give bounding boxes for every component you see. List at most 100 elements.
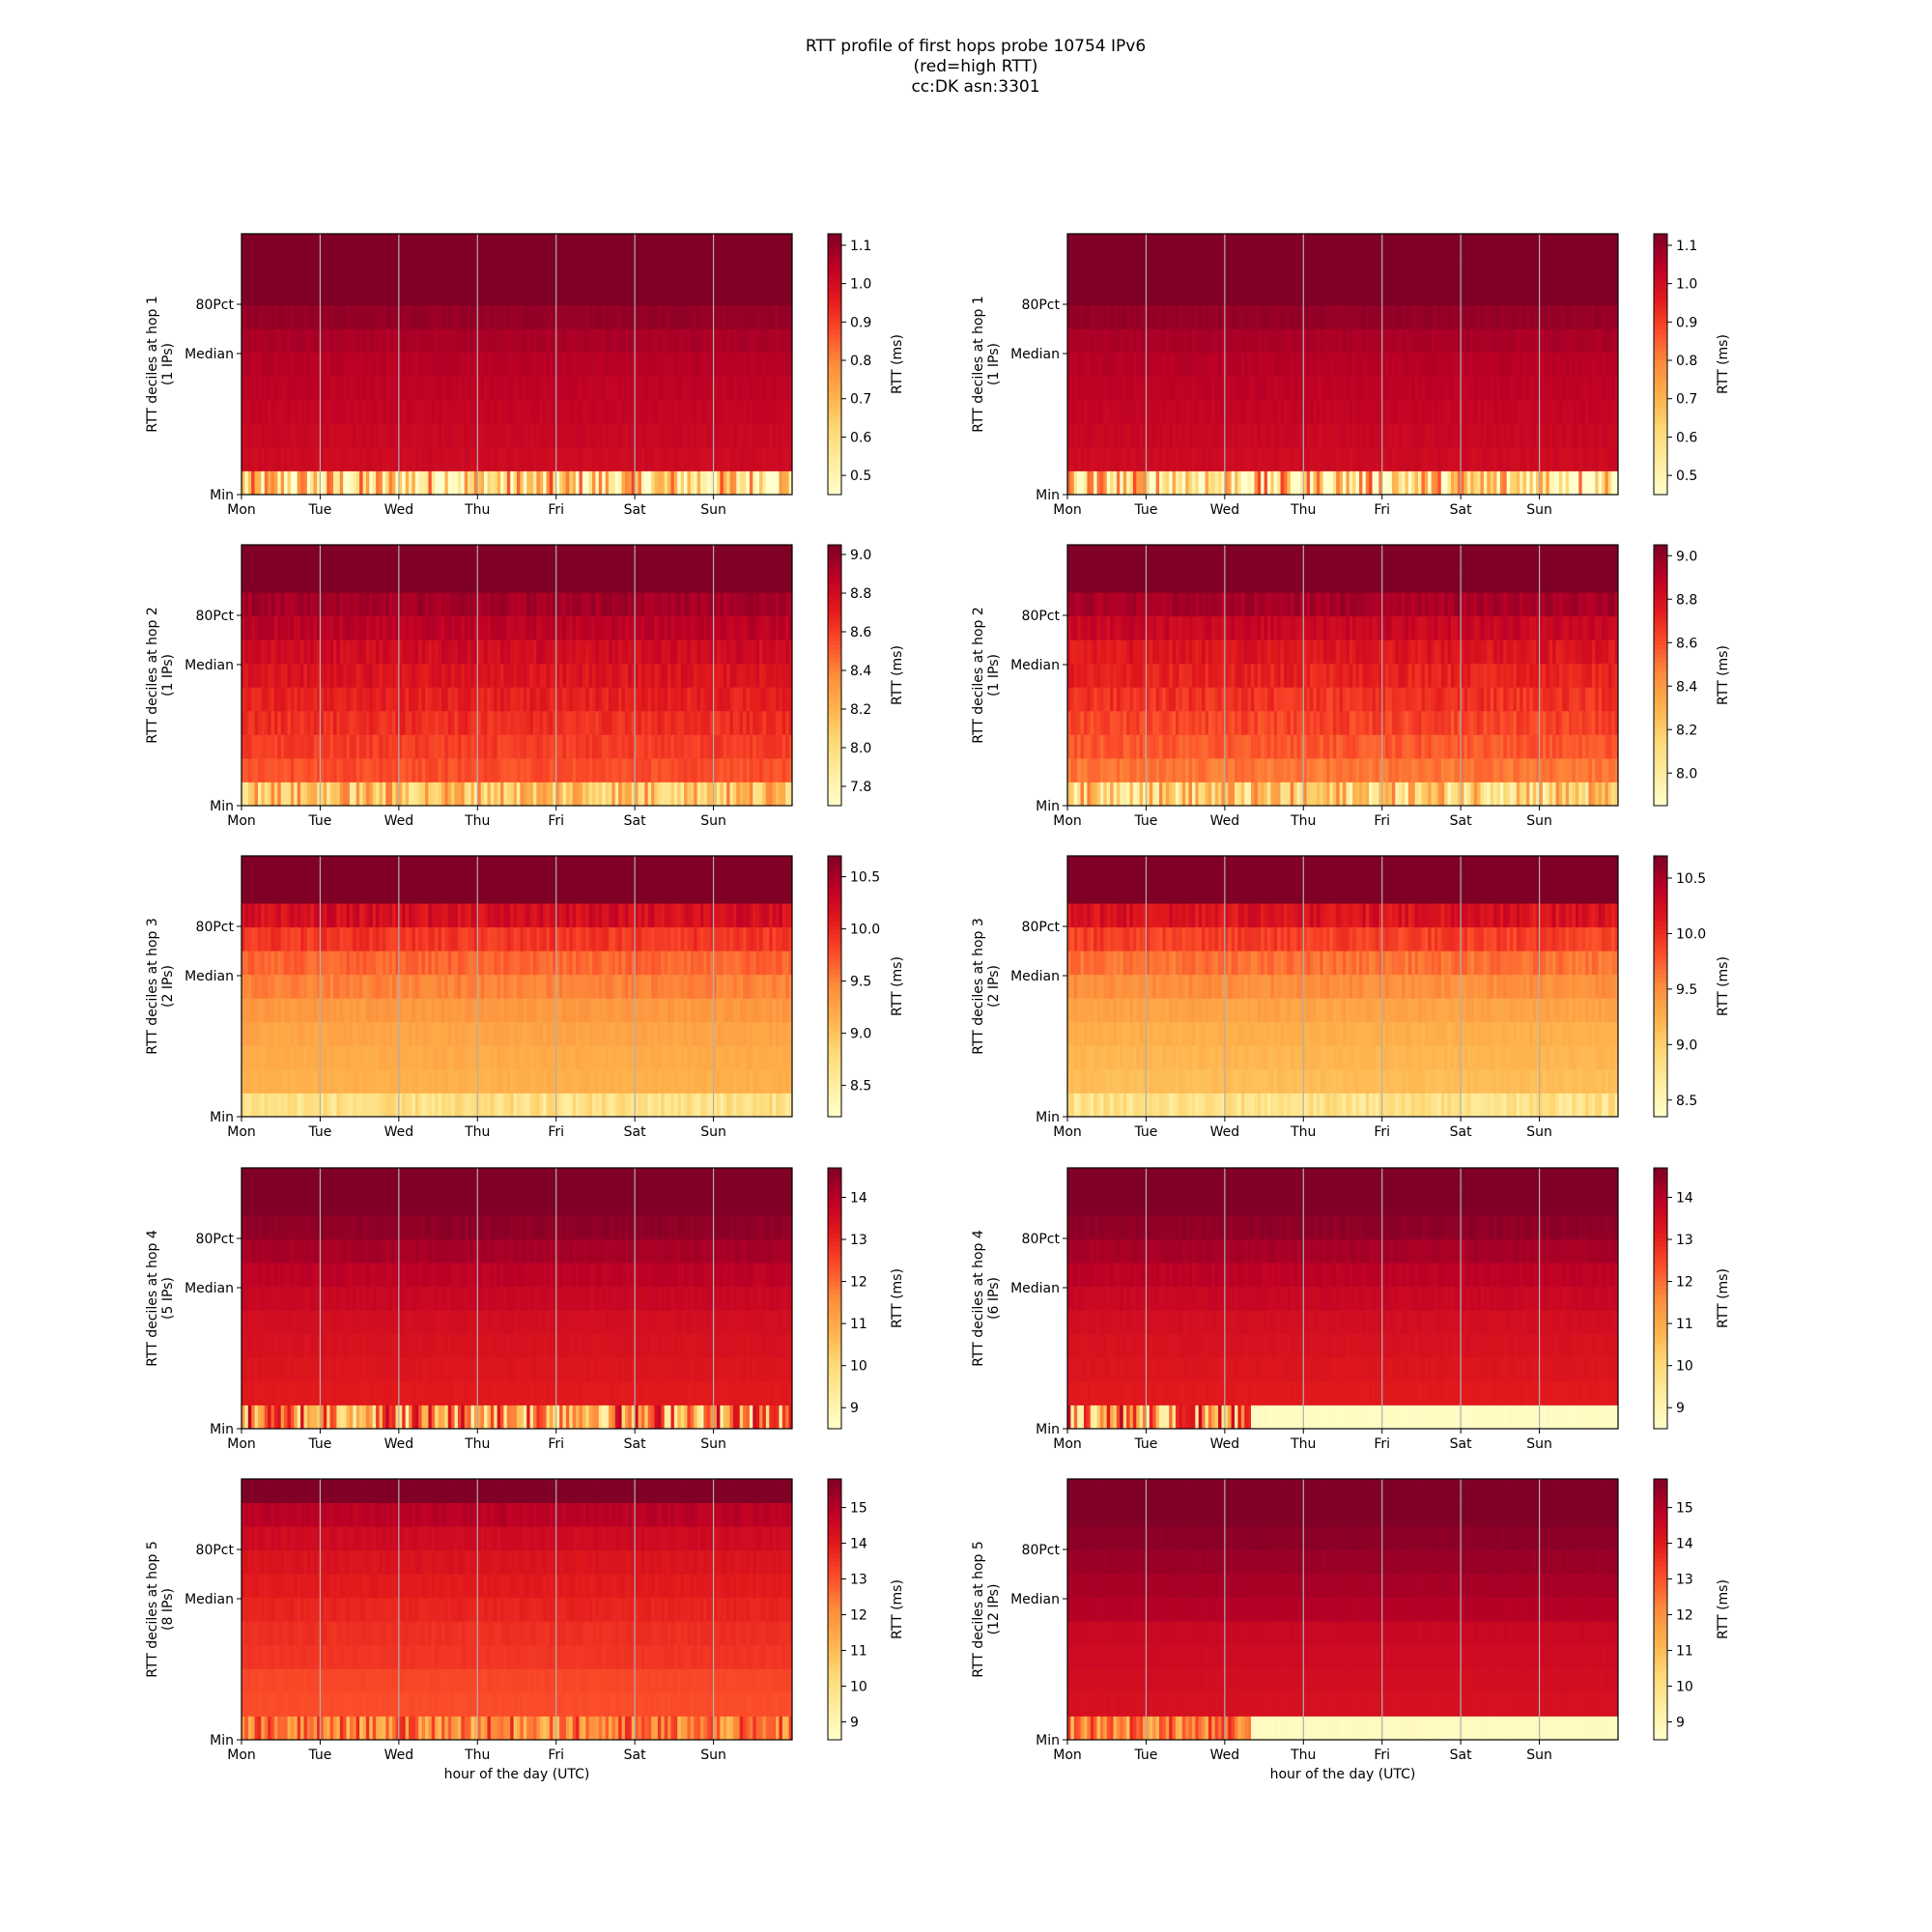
heatmap-cell xyxy=(1399,353,1403,377)
heatmap-cell xyxy=(385,734,389,758)
heatmap-cell xyxy=(487,447,491,471)
heatmap-cell xyxy=(494,305,497,329)
heatmap-cell xyxy=(514,470,518,495)
heatmap-cell xyxy=(720,687,724,711)
heatmap-cell xyxy=(526,781,530,806)
heatmap-cell xyxy=(1336,328,1340,353)
heatmap-cell xyxy=(579,470,582,495)
heatmap-cell xyxy=(343,664,347,688)
heatmap-cell xyxy=(1261,353,1264,377)
heatmap-cell xyxy=(455,734,459,758)
heatmap-cell xyxy=(491,734,495,758)
heatmap-cell xyxy=(369,758,373,782)
heatmap-cell xyxy=(359,353,363,377)
heatmap-cell xyxy=(1529,258,1533,282)
heatmap-cell xyxy=(1097,234,1101,258)
heatmap-cell xyxy=(726,305,730,329)
heatmap-cell xyxy=(785,353,789,377)
heatmap-cell xyxy=(284,758,288,782)
heatmap-cell xyxy=(641,664,645,688)
heatmap-cell xyxy=(773,781,777,806)
colorbar-segment xyxy=(1654,329,1667,334)
heatmap-cell xyxy=(258,758,262,782)
heatmap-cell xyxy=(481,234,485,258)
heatmap-cell xyxy=(491,711,495,735)
heatmap-cell xyxy=(484,328,488,353)
heatmap-cell xyxy=(448,281,452,305)
heatmap-cell xyxy=(599,234,603,258)
heatmap-cell xyxy=(536,258,540,282)
heatmap-cell xyxy=(1588,470,1592,495)
heatmap-cell xyxy=(1477,258,1481,282)
heatmap-cell xyxy=(1588,281,1592,305)
heatmap-cell xyxy=(524,328,527,353)
heatmap-cell xyxy=(1270,353,1274,377)
heatmap-cell xyxy=(615,687,619,711)
heatmap-cell xyxy=(1517,281,1520,305)
heatmap-cell xyxy=(385,687,389,711)
heatmap-cell xyxy=(1320,258,1323,282)
heatmap-cell xyxy=(641,447,645,471)
heatmap-cell xyxy=(589,447,593,471)
heatmap-cell xyxy=(406,711,410,735)
heatmap-cell xyxy=(1356,328,1360,353)
heatmap-cell xyxy=(1206,305,1209,329)
heatmap-cell xyxy=(726,758,730,782)
colorbar-segment xyxy=(828,312,841,317)
heatmap-cell xyxy=(1425,447,1429,471)
heatmap-cell xyxy=(451,664,455,688)
heatmap-cell xyxy=(1566,400,1570,424)
heatmap-cell xyxy=(1425,328,1429,353)
heatmap-cell xyxy=(756,664,760,688)
heatmap-cell xyxy=(1484,234,1488,258)
heatmap-cell xyxy=(422,734,426,758)
heatmap-cell xyxy=(1408,447,1412,471)
heatmap-cell xyxy=(435,711,439,735)
heatmap-cell xyxy=(644,305,648,329)
heatmap-cell xyxy=(265,376,269,400)
heatmap-cell xyxy=(291,305,295,329)
heatmap-cell xyxy=(343,423,347,447)
colorbar-tick-label: 0.9 xyxy=(850,315,871,330)
heatmap-cell xyxy=(1373,328,1377,353)
colorbar-segment xyxy=(828,442,841,447)
heatmap-cell xyxy=(1359,400,1363,424)
heatmap-cell xyxy=(471,353,475,377)
heatmap-cell xyxy=(1415,281,1419,305)
heatmap-cell xyxy=(284,711,288,735)
heatmap-cell xyxy=(1487,281,1491,305)
heatmap-cell xyxy=(376,376,380,400)
heatmap-cell xyxy=(576,258,580,282)
heatmap-cell xyxy=(724,234,727,258)
heatmap-cell xyxy=(1385,400,1389,424)
heatmap-cell xyxy=(1493,376,1497,400)
heatmap-cell xyxy=(526,258,530,282)
heatmap-cell xyxy=(392,639,396,664)
heatmap-cell xyxy=(625,758,629,782)
heatmap-cell xyxy=(733,687,737,711)
heatmap-cell xyxy=(1432,305,1435,329)
heatmap-cell xyxy=(458,423,462,447)
heatmap-cell xyxy=(383,664,386,688)
heatmap-cell xyxy=(573,328,577,353)
heatmap-cell xyxy=(307,258,311,282)
heatmap-cell xyxy=(458,376,462,400)
heatmap-cell xyxy=(1094,353,1097,377)
heatmap-cell xyxy=(1189,400,1193,424)
heatmap-cell xyxy=(563,687,567,711)
heatmap-cell xyxy=(707,423,711,447)
heatmap-cell xyxy=(703,353,707,377)
heatmap-cell xyxy=(1346,400,1350,424)
heatmap-cell xyxy=(1202,447,1206,471)
heatmap-cell xyxy=(461,734,465,758)
heatmap-cell xyxy=(274,400,278,424)
heatmap-cell xyxy=(691,711,695,735)
heatmap-cell xyxy=(543,711,547,735)
heatmap-cell xyxy=(602,447,606,471)
colorbar-tick-label: 0.5 xyxy=(850,469,871,484)
heatmap-cell xyxy=(1566,328,1570,353)
heatmap-cell xyxy=(1258,447,1262,471)
heatmap-cell xyxy=(422,423,426,447)
heatmap-cell xyxy=(300,234,304,258)
heatmap-cell xyxy=(606,305,610,329)
